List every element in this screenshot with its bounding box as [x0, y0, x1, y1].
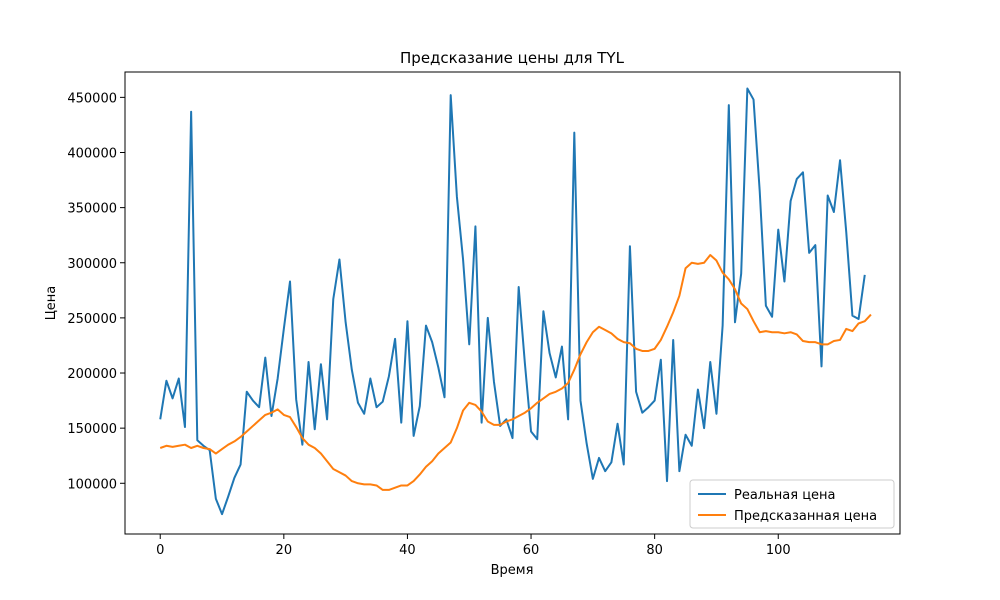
- plot-area: [124, 71, 901, 535]
- legend-label-predicted: Предсказанная цена: [734, 509, 877, 524]
- x-tick-label: 40: [399, 543, 416, 558]
- y-axis: 100000 150000 200000 250000 300000 350000 4000…: [67, 91, 125, 492]
- y-tick-label: 200000: [67, 367, 117, 382]
- x-tick-label: 20: [276, 543, 293, 558]
- y-tick-label: 350000: [67, 202, 117, 217]
- x-tick-label: 60: [523, 543, 540, 558]
- y-tick-label: 100000: [67, 477, 117, 492]
- y-tick-label: 250000: [67, 312, 117, 327]
- legend-box: [689, 479, 895, 529]
- series-layer: [159, 87, 872, 516]
- x-tick-label: 100: [766, 543, 791, 558]
- legend: Реальная цена Предсказанная цена: [689, 479, 895, 529]
- y-tick-label: 150000: [67, 422, 117, 437]
- y-tick-label: 300000: [67, 257, 117, 272]
- y-tick-label: 450000: [67, 91, 117, 106]
- x-tick-label: 0: [156, 543, 164, 558]
- legend-label-real: Реальная цена: [734, 488, 836, 503]
- x-axis: 0 20 40 60 80 100: [156, 534, 791, 558]
- x-tick-label: 80: [646, 543, 663, 558]
- y-axis-label: Цена: [44, 286, 59, 321]
- plot-background: [125, 72, 900, 534]
- plot-frame: [124, 71, 901, 535]
- series-line-real-price: [159, 87, 866, 516]
- x-axis-label: Время: [491, 563, 534, 578]
- y-tick-label: 400000: [67, 146, 117, 161]
- series-line-predicted-price: [159, 254, 872, 491]
- chart-title: Предсказание цены для TYL: [400, 49, 625, 67]
